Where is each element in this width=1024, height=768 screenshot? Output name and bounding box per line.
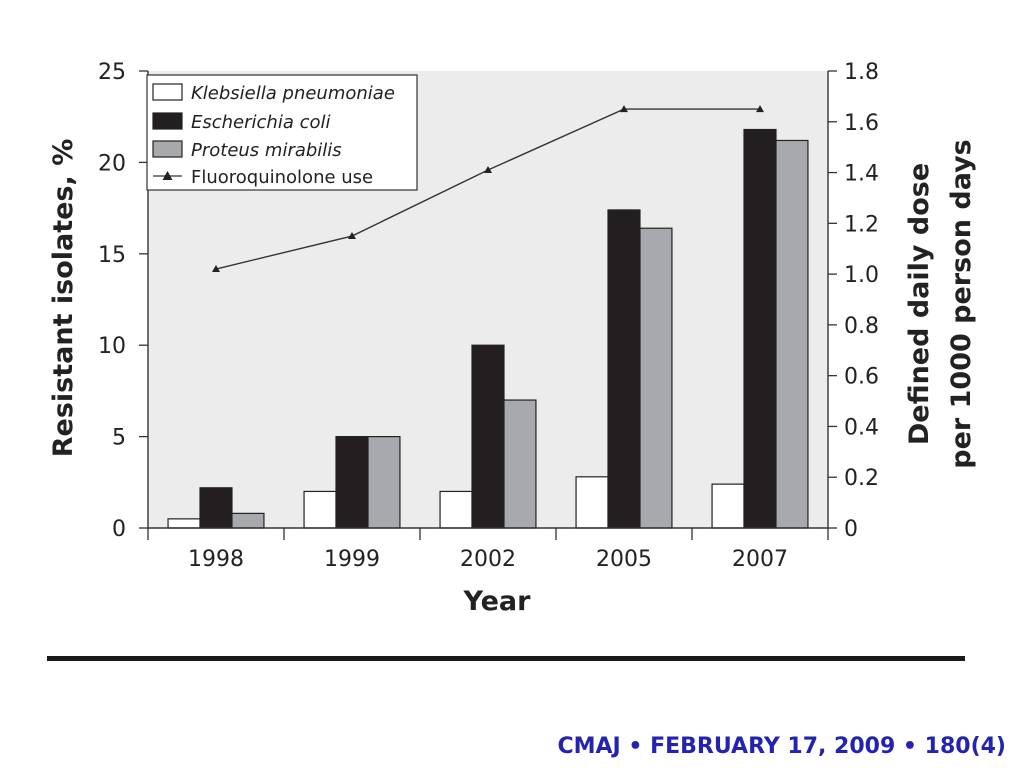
footer-divider xyxy=(47,656,965,661)
right-tick-label: 0.2 xyxy=(844,466,879,491)
right-tick-label: 1.4 xyxy=(844,162,879,187)
bar-proteus-mirabilis-2002 xyxy=(503,399,537,529)
left-axis-ticks: 0 5 10 15 20 25 xyxy=(98,60,148,542)
legend-box xyxy=(146,74,418,191)
bar-klebsiella-pneumoniae-1998 xyxy=(167,518,201,529)
bar-escherichia-coli-2005 xyxy=(607,209,641,529)
bar-escherichia-coli-2007 xyxy=(743,128,777,529)
right-axis-title-line-2: per 1000 person days xyxy=(946,139,977,468)
bar-escherichia-coli-1999 xyxy=(335,436,369,529)
bar-klebsiella-pneumoniae-2002 xyxy=(439,490,473,529)
right-tick-label: 1.2 xyxy=(844,212,879,237)
bar-proteus-mirabilis-1999 xyxy=(367,436,401,529)
legend-label-ecoli: Escherichia coli xyxy=(191,112,331,133)
legend-swatch-klebsiella xyxy=(152,83,183,101)
left-tick-label: 20 xyxy=(98,151,126,176)
right-tick-label: 0 xyxy=(844,517,858,542)
bar-escherichia-coli-2002 xyxy=(471,344,505,529)
right-tick-label: 1.8 xyxy=(844,60,879,85)
bar-escherichia-coli-1998 xyxy=(199,487,233,529)
x-tick-label: 1999 xyxy=(324,547,380,572)
bar-proteus-mirabilis-2007 xyxy=(775,139,809,529)
citation-text: CMAJ • FEBRUARY 17, 2009 • 180(4) xyxy=(557,734,1006,759)
legend: Klebsiella pneumoniae Escherichia coli P… xyxy=(146,74,418,191)
right-axis-title-line-1: Defined daily dose xyxy=(904,163,935,445)
x-tick-label: 1998 xyxy=(188,547,244,572)
point-fluoroquinolone-2002 xyxy=(484,166,492,174)
legend-label-klebsiella: Klebsiella pneumoniae xyxy=(191,83,395,104)
right-tick-label: 1.0 xyxy=(844,263,879,288)
bar-proteus-mirabilis-1998 xyxy=(231,512,265,529)
left-tick-label: 5 xyxy=(112,426,126,451)
x-tick-label: 2007 xyxy=(732,547,788,572)
right-tick-label: 0.6 xyxy=(844,365,879,390)
left-tick-label: 0 xyxy=(112,517,126,542)
x-tick-label: 2005 xyxy=(596,547,652,572)
legend-marker-fluoroquinolone xyxy=(162,171,173,180)
point-fluoroquinolone-1998 xyxy=(212,265,220,273)
bar-klebsiella-pneumoniae-2007 xyxy=(711,483,745,529)
right-tick-label: 0.4 xyxy=(844,415,879,440)
line-series xyxy=(212,105,764,273)
point-fluoroquinolone-1999 xyxy=(348,232,356,240)
bar-klebsiella-pneumoniae-2005 xyxy=(575,476,609,529)
left-tick-label: 10 xyxy=(98,334,126,359)
bar-proteus-mirabilis-2005 xyxy=(639,227,673,529)
right-tick-label: 0.8 xyxy=(844,314,879,339)
left-axis-title: Resistant isolates, % xyxy=(48,139,79,458)
legend-swatch-ecoli xyxy=(152,112,183,130)
legend-label-fluoroquinolone: Fluoroquinolone use xyxy=(191,167,373,188)
bar-group xyxy=(167,128,809,529)
legend-label-proteus: Proteus mirabilis xyxy=(191,140,342,161)
left-tick-label: 15 xyxy=(98,243,126,268)
bar-klebsiella-pneumoniae-1999 xyxy=(303,490,337,529)
right-axis-ticks: 0 0.2 0.4 0.6 0.8 1.0 1.2 1.4 1.6 1.8 xyxy=(828,60,879,542)
left-tick-label: 25 xyxy=(98,60,126,85)
legend-swatch-proteus xyxy=(152,140,183,158)
right-tick-label: 1.6 xyxy=(844,111,879,136)
point-fluoroquinolone-2007 xyxy=(756,105,764,113)
x-tick-label: 2002 xyxy=(460,547,516,572)
x-axis-title: Year xyxy=(463,586,532,617)
x-axis-ticks: 1998 1999 2002 2005 2007 xyxy=(147,528,829,572)
point-fluoroquinolone-2005 xyxy=(620,105,628,113)
